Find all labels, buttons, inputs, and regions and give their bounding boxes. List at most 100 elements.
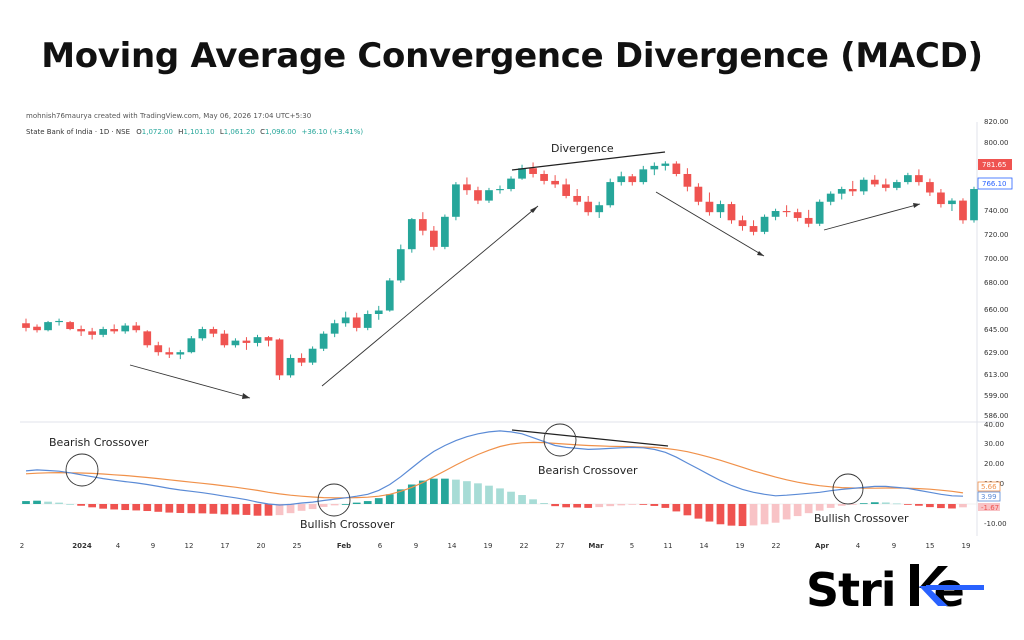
x-axis-label: 5 xyxy=(630,542,634,550)
trend-arrow-2 xyxy=(321,205,539,387)
x-axis-label: 25 xyxy=(293,542,302,550)
histogram-bar xyxy=(727,504,736,526)
histogram-bar xyxy=(716,504,725,525)
candle-body xyxy=(121,325,130,332)
bullish-crossover-label-2: Bullish Crossover xyxy=(814,512,909,525)
x-axis-label: 22 xyxy=(772,542,781,550)
histogram-bar xyxy=(926,504,934,508)
candle-body xyxy=(782,211,791,213)
candle-body xyxy=(749,226,758,232)
candle-body xyxy=(385,280,394,311)
divergence-line-macd xyxy=(511,429,669,447)
candle-body xyxy=(815,201,824,224)
histogram-bar xyxy=(99,504,108,509)
candle-body xyxy=(220,333,229,346)
candle-body xyxy=(639,169,648,183)
x-axis-label: 15 xyxy=(926,542,935,550)
candle-body xyxy=(672,163,681,174)
x-axis-label: 22 xyxy=(520,542,529,550)
candle-body xyxy=(452,184,460,217)
bullish-crossover-circle-2 xyxy=(832,473,864,505)
histogram-bar xyxy=(507,491,515,504)
x-axis-label: 20 xyxy=(257,542,266,550)
low-value: 1,061.20 xyxy=(224,128,255,136)
histogram-bar xyxy=(661,504,670,508)
bearish-crossover-label-1: Bearish Crossover xyxy=(49,436,149,449)
histogram-bar xyxy=(595,504,604,508)
candle-body xyxy=(154,345,163,353)
histogram-bar xyxy=(870,502,879,504)
candle-body xyxy=(970,189,978,221)
histogram-bar xyxy=(220,504,229,515)
histogram-bar xyxy=(573,504,582,508)
candle-body xyxy=(915,175,923,183)
candle-body xyxy=(628,176,637,183)
candle-body xyxy=(55,320,63,323)
histogram-bar xyxy=(22,501,30,504)
candle-body xyxy=(650,165,659,170)
histogram-bar xyxy=(904,504,912,505)
candle-body xyxy=(683,173,692,187)
histogram-bar xyxy=(132,504,141,511)
price-axis-label: 680.00 xyxy=(984,279,1009,287)
candle-body xyxy=(705,201,714,213)
logo-text-start: Stri xyxy=(806,563,896,617)
histogram-bar xyxy=(418,480,427,504)
candle-body xyxy=(595,205,604,213)
x-axis-label: 12 xyxy=(185,542,194,550)
candle-body xyxy=(132,325,141,331)
macd-axis-label: 40.00 xyxy=(984,421,1004,429)
x-axis-label: Mar xyxy=(588,542,604,550)
x-axis-label: Feb xyxy=(337,542,351,550)
candle-body xyxy=(99,329,108,335)
price-axis-label: 629.00 xyxy=(984,349,1009,357)
candle-body xyxy=(187,338,196,353)
x-axis-label: 2 xyxy=(20,542,24,550)
x-axis-label: Apr xyxy=(815,542,829,550)
x-axis-label: 9 xyxy=(151,542,155,550)
histogram-bar xyxy=(518,495,526,504)
histogram-bar xyxy=(407,484,416,504)
candle-body xyxy=(396,249,405,281)
candle-body xyxy=(209,329,218,334)
histogram-bar xyxy=(749,504,758,526)
candle-body xyxy=(837,189,846,194)
histogram-bar xyxy=(77,504,85,506)
histogram-bar xyxy=(253,504,262,516)
signal-badge xyxy=(977,481,1001,492)
histogram-bar xyxy=(485,485,493,504)
x-axis-label: 9 xyxy=(414,542,418,550)
candle-body xyxy=(716,204,725,213)
histogram-bar xyxy=(937,504,945,509)
candle-body xyxy=(463,184,471,191)
candle-body xyxy=(562,184,570,196)
bearish-crossover-label-2: Bearish Crossover xyxy=(538,464,638,477)
histogram-bar xyxy=(760,504,769,525)
histogram-bar xyxy=(297,504,306,511)
histogram-bar xyxy=(463,481,471,504)
candle-body xyxy=(617,176,626,183)
histogram-bar xyxy=(187,504,196,514)
histogram-bar xyxy=(319,504,328,507)
x-axis-label: 11 xyxy=(664,542,673,550)
histogram-bar xyxy=(826,504,835,508)
histogram-bar xyxy=(815,504,824,511)
candle-body xyxy=(771,211,780,217)
histogram-bar xyxy=(738,504,747,527)
histogram-bar xyxy=(275,504,284,516)
histogram-bar xyxy=(892,503,901,505)
histogram-bar xyxy=(551,504,559,507)
bullish-crossover-circle-1 xyxy=(317,483,351,517)
candle-body xyxy=(804,217,813,224)
histogram-bar xyxy=(231,504,240,515)
candle-body xyxy=(826,193,835,202)
candle-body xyxy=(606,182,615,206)
histogram-bar xyxy=(55,502,63,504)
histogram-bar xyxy=(385,494,394,504)
bullish-crossover-label-1: Bullish Crossover xyxy=(300,518,395,531)
histogram-bar xyxy=(264,504,273,516)
svg-text:781.65: 781.65 xyxy=(982,161,1007,169)
candle-body xyxy=(859,179,868,192)
strike-logo: Strie xyxy=(806,563,984,617)
candlesticks xyxy=(22,161,978,380)
